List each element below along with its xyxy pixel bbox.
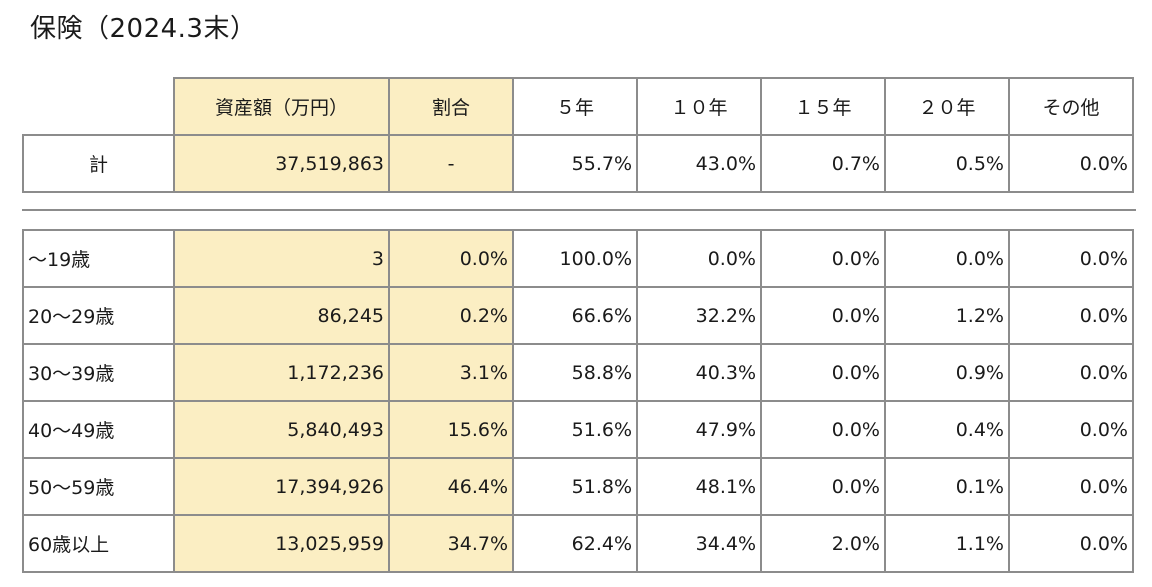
total-other: 0.0% xyxy=(1008,134,1134,193)
row-10y: 47.9% xyxy=(636,400,762,459)
header-20y: ２０年 xyxy=(884,77,1010,136)
row-ratio: 3.1% xyxy=(388,343,514,402)
row-ratio: 46.4% xyxy=(388,457,514,516)
total-row: 計 37,519,863 - 55.7% 43.0% 0.7% 0.5% 0.0… xyxy=(22,134,1134,193)
row-label: 30～39歳 xyxy=(22,343,175,402)
row-ratio: 15.6% xyxy=(388,400,514,459)
row-20y: 0.4% xyxy=(884,400,1010,459)
row-15y: 0.0% xyxy=(760,343,886,402)
header-asset: 資産額（万円） xyxy=(173,77,390,136)
row-label: 20～29歳 xyxy=(22,286,175,345)
row-10y: 32.2% xyxy=(636,286,762,345)
table-row: ～19歳 3 0.0% 100.0% 0.0% 0.0% 0.0% 0.0% xyxy=(22,229,1134,288)
table-row: 60歳以上 13,025,959 34.7% 62.4% 34.4% 2.0% 1.1% 0.… xyxy=(22,514,1134,573)
row-5y: 62.4% xyxy=(512,514,638,573)
row-15y: 2.0% xyxy=(760,514,886,573)
row-5y: 51.6% xyxy=(512,400,638,459)
row-ratio: 0.0% xyxy=(388,229,514,288)
row-asset: 1,172,236 xyxy=(173,343,390,402)
table-row: 30～39歳 1,172,236 3.1% 58.8% 40.3% 0.0% 0.9% 0.0… xyxy=(22,343,1134,402)
row-label: ～19歳 xyxy=(22,229,175,288)
row-label: 40～49歳 xyxy=(22,400,175,459)
row-10y: 40.3% xyxy=(636,343,762,402)
page-title: 保険（2024.3末） xyxy=(30,14,257,44)
row-20y: 1.1% xyxy=(884,514,1010,573)
row-other: 0.0% xyxy=(1008,343,1134,402)
row-other: 0.0% xyxy=(1008,286,1134,345)
summary-table: 資産額（万円） 割合 ５年 １０年 １５年 ２０年 その他 計 37,519,8… xyxy=(22,77,1134,193)
total-5y: 55.7% xyxy=(512,134,638,193)
section-divider xyxy=(22,209,1136,211)
header-ratio: 割合 xyxy=(388,77,514,136)
row-5y: 66.6% xyxy=(512,286,638,345)
total-10y: 43.0% xyxy=(636,134,762,193)
row-5y: 58.8% xyxy=(512,343,638,402)
row-20y: 0.1% xyxy=(884,457,1010,516)
header-row: 資産額（万円） 割合 ５年 １０年 １５年 ２０年 その他 xyxy=(23,77,1134,136)
row-5y: 100.0% xyxy=(512,229,638,288)
header-15y: １５年 xyxy=(760,77,886,136)
row-asset: 13,025,959 xyxy=(173,514,390,573)
total-ratio: - xyxy=(388,134,514,193)
row-label: 50～59歳 xyxy=(22,457,175,516)
row-label: 60歳以上 xyxy=(22,514,175,573)
row-10y: 34.4% xyxy=(636,514,762,573)
header-5y: ５年 xyxy=(512,77,638,136)
header-corner xyxy=(23,78,175,136)
row-asset: 17,394,926 xyxy=(173,457,390,516)
header-other: その他 xyxy=(1008,77,1134,136)
total-15y: 0.7% xyxy=(760,134,886,193)
row-asset: 3 xyxy=(173,229,390,288)
row-ratio: 34.7% xyxy=(388,514,514,573)
row-other: 0.0% xyxy=(1008,457,1134,516)
row-ratio: 0.2% xyxy=(388,286,514,345)
total-label: 計 xyxy=(22,134,175,193)
row-20y: 1.2% xyxy=(884,286,1010,345)
row-other: 0.0% xyxy=(1008,514,1134,573)
header-10y: １０年 xyxy=(636,77,762,136)
row-asset: 5,840,493 xyxy=(173,400,390,459)
row-15y: 0.0% xyxy=(760,457,886,516)
row-20y: 0.9% xyxy=(884,343,1010,402)
table-row: 20～29歳 86,245 0.2% 66.6% 32.2% 0.0% 1.2% 0.0% xyxy=(22,286,1134,345)
row-15y: 0.0% xyxy=(760,400,886,459)
row-10y: 48.1% xyxy=(636,457,762,516)
table-row: 50～59歳 17,394,926 46.4% 51.8% 48.1% 0.0% 0.1% 0… xyxy=(22,457,1134,516)
row-other: 0.0% xyxy=(1008,229,1134,288)
total-asset: 37,519,863 xyxy=(173,134,390,193)
row-asset: 86,245 xyxy=(173,286,390,345)
row-20y: 0.0% xyxy=(884,229,1010,288)
age-breakdown-table: ～19歳 3 0.0% 100.0% 0.0% 0.0% 0.0% 0.0% 20～29歳 86,… xyxy=(22,229,1134,573)
table-row: 40～49歳 5,840,493 15.6% 51.6% 47.9% 0.0% 0.4% 0.… xyxy=(22,400,1134,459)
total-20y: 0.5% xyxy=(884,134,1010,193)
row-other: 0.0% xyxy=(1008,400,1134,459)
row-15y: 0.0% xyxy=(760,229,886,288)
row-10y: 0.0% xyxy=(636,229,762,288)
row-5y: 51.8% xyxy=(512,457,638,516)
row-15y: 0.0% xyxy=(760,286,886,345)
